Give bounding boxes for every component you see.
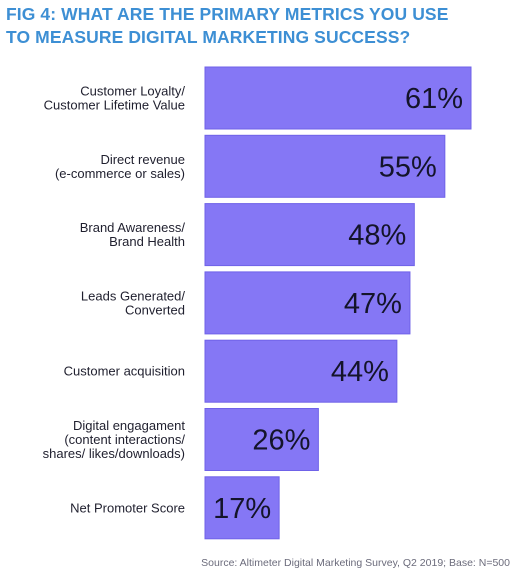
category-label: Digital engagament (content interactions/… xyxy=(43,418,186,461)
category-label: Customer Loyalty/Customer Lifetime Value xyxy=(44,84,186,113)
category-label-line: Customer Lifetime Value xyxy=(44,98,185,113)
category-label-line: Brand Awareness/ xyxy=(80,220,186,235)
category-label-line: (e-commerce or sales) xyxy=(55,166,185,181)
bar xyxy=(204,66,472,130)
category-label-line: (content interactions/ xyxy=(64,432,185,447)
category-label-line: shares/ likes/downloads) xyxy=(43,446,185,461)
bar-value-label: 61% xyxy=(405,83,463,115)
bar-group: 44% Customer acquisition xyxy=(64,339,398,403)
bar-value-label: 44% xyxy=(331,356,389,388)
source-note: Source: Altimeter Digital Marketing Surv… xyxy=(201,557,510,569)
category-label: Leads Generated/Converted xyxy=(81,288,185,317)
bar-value-label: 17% xyxy=(213,493,271,525)
category-label-line: Digital engagament xyxy=(73,418,185,433)
bar xyxy=(204,134,446,198)
bar-group: 48% Brand Awareness/Brand Health xyxy=(80,203,415,267)
category-label-line: Brand Health xyxy=(109,234,185,249)
bar-value-label: 55% xyxy=(379,151,437,183)
bar-group: 47% Leads Generated/Converted xyxy=(81,271,411,335)
category-label-line: Customer acquisition xyxy=(64,364,185,379)
bar xyxy=(204,339,398,403)
category-label-line: Converted xyxy=(125,302,185,317)
category-label: Direct revenue (e-commerce or sales) xyxy=(55,152,185,181)
bar xyxy=(204,476,280,540)
chart-title: FIG 4: WHAT ARE THE PRIMARY METRICS YOU … xyxy=(6,3,506,49)
bar-value-label: 47% xyxy=(344,288,402,320)
category-label: Customer acquisition xyxy=(64,364,185,379)
bar xyxy=(204,203,415,267)
bar-group: 17% Net Promoter Score xyxy=(70,476,280,540)
bar-value-label: 26% xyxy=(252,425,310,457)
bar xyxy=(204,408,319,471)
category-label-line: Direct revenue xyxy=(100,152,185,167)
bar xyxy=(204,271,411,335)
category-label-line: Customer Loyalty/ xyxy=(80,84,185,99)
bar-group: 55% Direct revenue (e-commerce or sales) xyxy=(55,134,446,198)
bar-value-label: 48% xyxy=(348,220,406,252)
category-label-line: Leads Generated/ xyxy=(81,288,185,303)
chart-title-line-1: FIG 4: WHAT ARE THE PRIMARY METRICS YOU … xyxy=(6,4,449,24)
category-label: Brand Awareness/Brand Health xyxy=(80,220,186,249)
bar-group: 61% Customer Loyalty/Customer Lifetime Va… xyxy=(44,66,472,130)
category-label: Net Promoter Score xyxy=(70,500,185,515)
category-label-line: Net Promoter Score xyxy=(70,500,185,515)
chart-title-line-2: TO MEASURE DIGITAL MARKETING SUCCESS? xyxy=(6,27,411,47)
bar-group: 26% Digital engagament (content interactio… xyxy=(43,408,319,471)
